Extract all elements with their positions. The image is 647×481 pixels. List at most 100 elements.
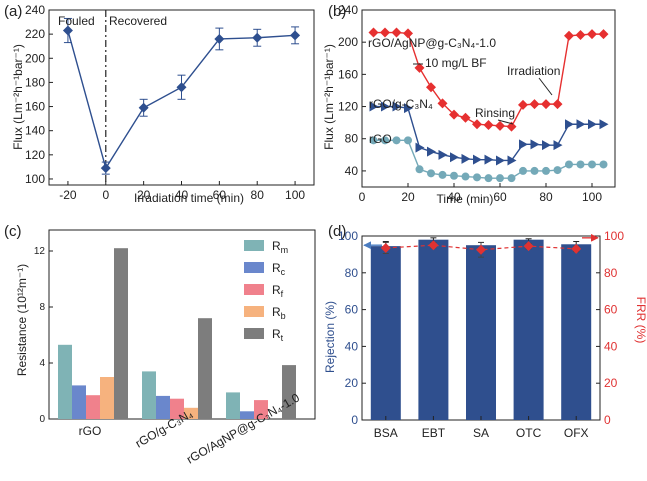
x-tick-label: -20 xyxy=(59,188,77,202)
legend-swatch xyxy=(244,240,264,251)
data-point xyxy=(449,109,459,120)
frr-point xyxy=(523,241,534,252)
category-label: OFX xyxy=(564,426,589,440)
panel-a-ylabel: Flux (Lm⁻²h⁻¹bar⁻¹) xyxy=(11,44,25,150)
data-point xyxy=(138,102,149,113)
panel-d-label: (d) xyxy=(328,223,346,240)
y-tick-label: 20 xyxy=(345,376,359,390)
bar xyxy=(170,398,184,419)
category-label: BSA xyxy=(374,426,398,440)
data-point xyxy=(381,101,390,112)
y-tick-label: 220 xyxy=(25,27,45,41)
x-tick-label: 40 xyxy=(447,190,461,204)
y-tick-label: 240 xyxy=(338,3,358,17)
bar xyxy=(184,407,198,419)
bar xyxy=(561,244,592,420)
panel-a-xlabel: Irradiation time (min) xyxy=(134,191,244,205)
y-tick-label: 40 xyxy=(345,339,359,353)
legend-label: Rc xyxy=(272,261,286,277)
data-point xyxy=(473,154,482,165)
y2-tick-label: 100 xyxy=(604,229,624,243)
data-point xyxy=(404,136,412,145)
y-tick-label: 120 xyxy=(338,100,358,114)
panel-d-ylabel: Rejection (%) xyxy=(323,301,337,373)
data-point xyxy=(518,99,528,110)
data-point xyxy=(252,32,263,43)
data-point xyxy=(553,166,562,175)
data-point xyxy=(575,29,586,40)
data-point xyxy=(483,120,494,131)
legend-subscript: f xyxy=(281,289,284,299)
series-label-blue: rGO/g-C₃N₄ xyxy=(369,97,433,111)
data-point xyxy=(541,99,551,110)
data-point xyxy=(530,166,539,175)
bar xyxy=(418,239,449,420)
legend-swatch xyxy=(244,306,264,317)
y-tick-label: 240 xyxy=(25,3,45,17)
y-tick-label: 120 xyxy=(25,148,45,162)
data-point xyxy=(473,173,481,182)
frr-point xyxy=(571,243,582,254)
data-point xyxy=(404,103,413,114)
legend-subscript: b xyxy=(281,311,286,321)
data-point xyxy=(381,136,389,145)
data-point xyxy=(214,33,225,44)
data-point xyxy=(403,28,413,39)
legend-swatch xyxy=(244,284,264,295)
panel-b: (b) 0 20 40 60 80 100 40 80 120 160 200 240 rGO/AgN… xyxy=(322,3,616,206)
panel-b-label: (b) xyxy=(328,3,346,20)
legend-subscript: m xyxy=(281,245,289,255)
data-point xyxy=(599,119,609,130)
panel-c-frame xyxy=(48,229,316,420)
y2-tick-label: 20 xyxy=(604,376,618,390)
bar xyxy=(466,245,496,420)
data-point xyxy=(437,98,448,109)
bar xyxy=(198,318,212,419)
data-point xyxy=(507,174,516,183)
data-point xyxy=(392,101,402,112)
series-label-red: rGO/AgNP@g-C₃N₄-1.0 xyxy=(368,36,496,50)
bar xyxy=(226,392,240,419)
data-point xyxy=(576,119,586,130)
data-point xyxy=(542,140,551,151)
legend-swatch xyxy=(244,262,264,273)
y-tick-label: 180 xyxy=(25,75,45,89)
frr-point xyxy=(476,244,486,255)
bar xyxy=(254,400,268,419)
frr-point xyxy=(428,240,439,251)
data-point xyxy=(391,27,402,38)
y-tick-label: 100 xyxy=(338,229,358,243)
data-point xyxy=(598,29,609,40)
data-point xyxy=(369,101,379,112)
data-point xyxy=(552,99,563,110)
y-tick-label: 80 xyxy=(345,132,359,146)
legend-label: Rt xyxy=(272,327,284,343)
category-label: EBT xyxy=(422,426,446,440)
y-tick-label: 200 xyxy=(338,35,358,49)
data-point xyxy=(369,136,378,145)
data-point xyxy=(587,29,597,40)
data-point xyxy=(62,25,73,36)
data-point xyxy=(599,160,608,169)
y-tick-label: 200 xyxy=(25,51,45,65)
y-tick-label: 0 xyxy=(39,414,45,425)
data-point xyxy=(438,149,448,160)
data-point xyxy=(495,120,505,131)
y-tick-label: 160 xyxy=(25,100,45,114)
x-tick-label: 60 xyxy=(213,188,227,202)
data-point xyxy=(553,140,563,151)
category-label: SA xyxy=(473,426,489,440)
data-point xyxy=(496,155,505,166)
data-point xyxy=(100,163,111,174)
data-point xyxy=(484,154,494,165)
data-point xyxy=(415,165,424,174)
data-point xyxy=(460,112,471,123)
bar xyxy=(58,344,72,419)
panel-d-y2label: FRR (%) xyxy=(634,297,647,344)
bar xyxy=(72,385,86,419)
x-tick-label: 0 xyxy=(359,190,366,204)
data-point xyxy=(461,153,471,164)
data-point xyxy=(426,82,436,93)
data-point xyxy=(427,169,435,178)
